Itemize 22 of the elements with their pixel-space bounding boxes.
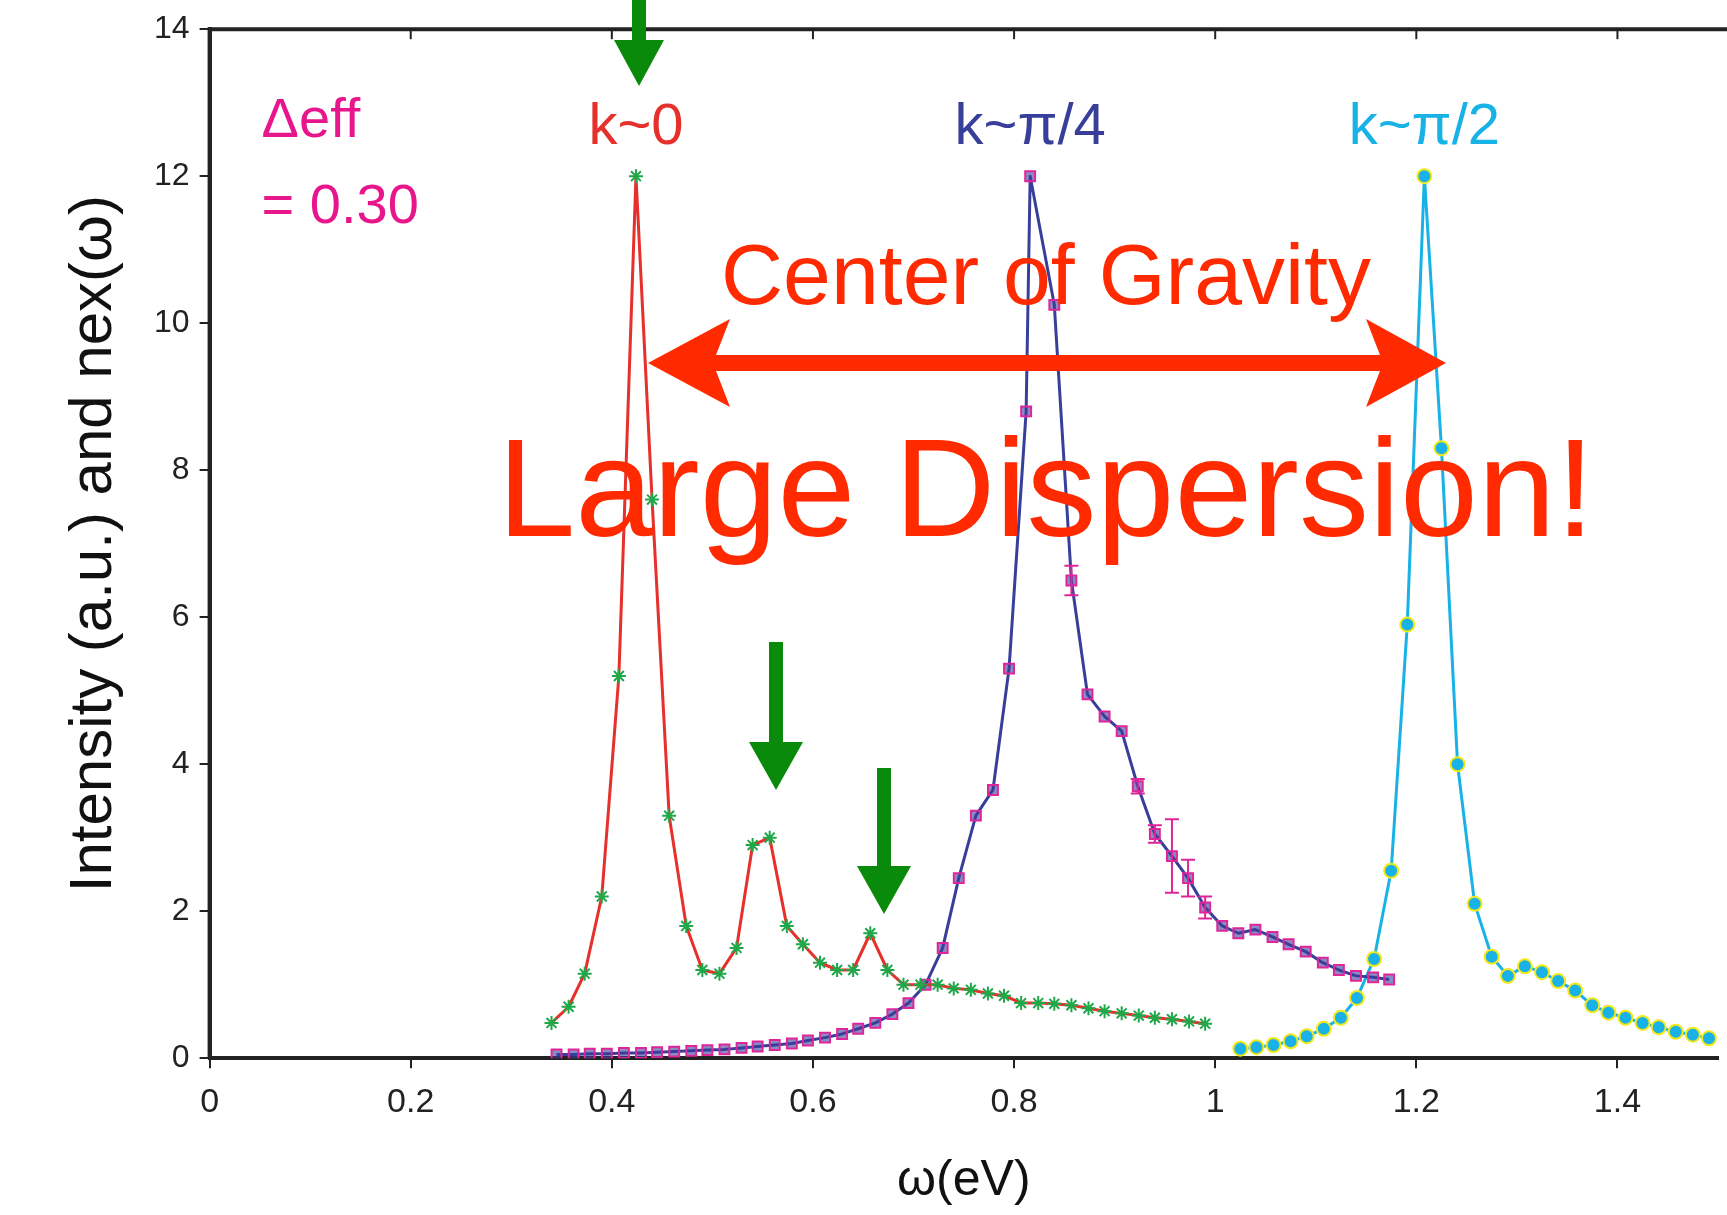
y-tick-label: 4 — [171, 744, 190, 781]
x-tick-label: 1.4 — [1593, 1080, 1642, 1119]
y-tick-label: 0 — [171, 1038, 190, 1075]
x-tick-label: 0.8 — [990, 1080, 1038, 1119]
y-tick-label: 6 — [171, 597, 190, 634]
y-tick-label: 12 — [154, 156, 190, 193]
series-label: k~π/2 — [1348, 91, 1500, 157]
y-tick-label: 10 — [154, 303, 190, 340]
x-tick-label: 0 — [200, 1080, 220, 1119]
x-tick-label: 0.6 — [789, 1080, 837, 1119]
annotation: Δeff = 0.30 — [261, 86, 419, 236]
x-tick-label: 1.2 — [1392, 1080, 1440, 1119]
y-tick-label: 8 — [171, 450, 190, 487]
x-tick-label: 0.4 — [588, 1080, 636, 1119]
x-axis-title: ω(eV) — [897, 1149, 1031, 1206]
y-tick-label: 2 — [171, 891, 190, 928]
x-tick-label: 0.2 — [387, 1080, 435, 1119]
series-label: k~0 — [588, 91, 684, 157]
y-tick-label: 14 — [154, 9, 190, 46]
series-label: k~π/4 — [954, 91, 1106, 157]
x-tick-label: 1 — [1205, 1080, 1225, 1119]
y-axis-title: Intensity (a.u.) and nex(ω) — [56, 195, 124, 893]
